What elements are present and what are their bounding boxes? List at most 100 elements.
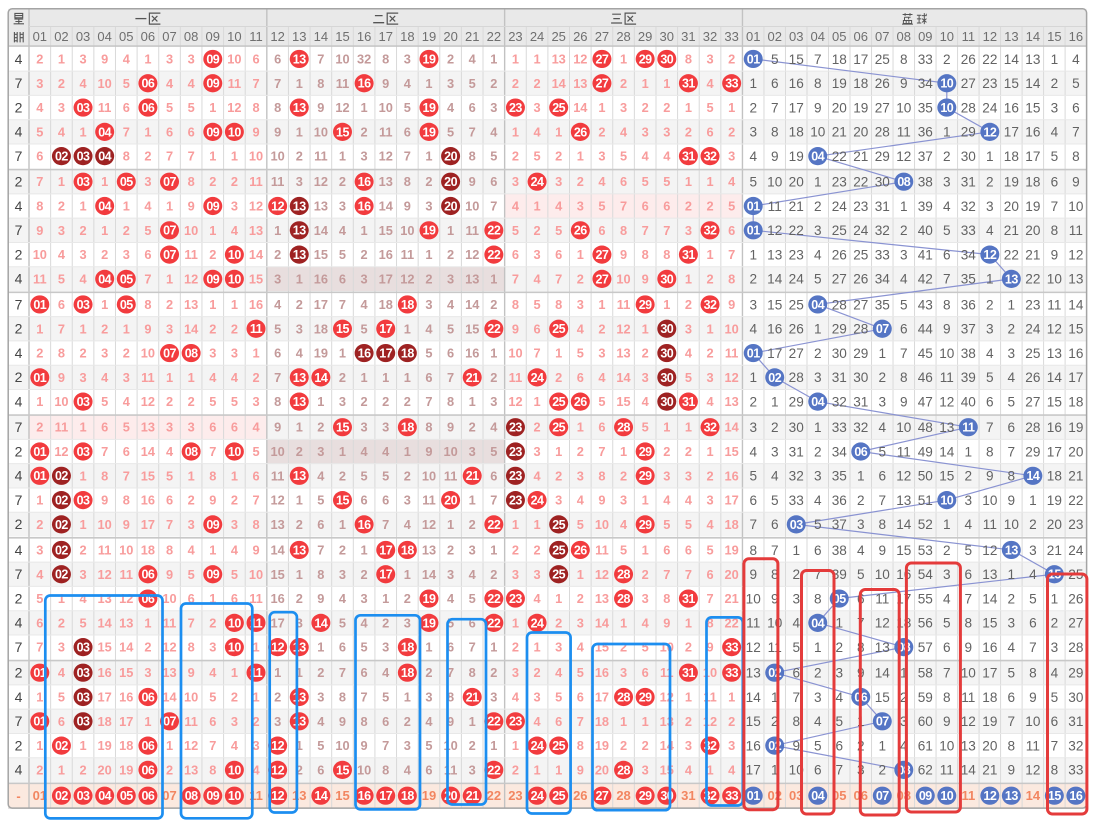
svg-text:17: 17: [1047, 444, 1062, 459]
svg-text:19: 19: [423, 52, 436, 66]
svg-text:18: 18: [401, 298, 414, 312]
svg-text:20: 20: [1068, 444, 1084, 459]
svg-text:10: 10: [940, 77, 953, 91]
svg-text:12: 12: [422, 517, 436, 532]
svg-text:19: 19: [832, 76, 847, 91]
svg-text:13: 13: [162, 665, 176, 680]
svg-text:3: 3: [598, 149, 605, 164]
svg-text:6: 6: [274, 51, 281, 66]
svg-text:1: 1: [490, 738, 497, 753]
svg-text:27: 27: [875, 100, 890, 115]
svg-text:1: 1: [361, 100, 368, 115]
svg-text:02: 02: [54, 29, 68, 44]
svg-text:8: 8: [274, 394, 281, 409]
svg-text:10: 10: [98, 517, 112, 532]
svg-text:22: 22: [1025, 272, 1040, 287]
svg-text:2: 2: [274, 247, 281, 262]
svg-text:8: 8: [339, 690, 346, 705]
svg-text:4: 4: [706, 517, 714, 532]
svg-text:2: 2: [1051, 76, 1059, 91]
svg-text:13: 13: [961, 738, 976, 753]
svg-text:5: 5: [231, 394, 238, 409]
svg-text:3: 3: [339, 567, 346, 582]
svg-text:6: 6: [1051, 714, 1059, 729]
svg-text:4: 4: [1072, 52, 1080, 67]
svg-text:1: 1: [685, 100, 692, 115]
svg-text:3: 3: [36, 76, 43, 91]
svg-text:6: 6: [361, 493, 368, 508]
svg-text:17: 17: [379, 568, 392, 582]
svg-text:25: 25: [875, 52, 890, 67]
svg-text:49: 49: [918, 444, 933, 459]
svg-text:08: 08: [897, 29, 911, 44]
svg-text:25: 25: [832, 223, 847, 238]
svg-text:03: 03: [76, 29, 90, 44]
svg-text:7: 7: [534, 346, 541, 361]
svg-text:1: 1: [404, 444, 411, 459]
svg-text:29: 29: [639, 789, 652, 803]
svg-text:5: 5: [685, 517, 692, 532]
svg-text:3: 3: [425, 199, 432, 214]
svg-text:36: 36: [918, 125, 933, 140]
svg-text:04: 04: [811, 789, 824, 803]
svg-text:11: 11: [1026, 738, 1040, 753]
svg-text:6: 6: [447, 346, 454, 361]
svg-text:09: 09: [206, 77, 219, 91]
svg-text:03: 03: [77, 789, 90, 803]
svg-text:12: 12: [1047, 322, 1062, 337]
svg-text:15: 15: [875, 690, 890, 705]
svg-text:5: 5: [361, 640, 368, 655]
svg-text:5: 5: [620, 149, 627, 164]
svg-text:3: 3: [231, 517, 238, 532]
svg-text:8: 8: [512, 297, 519, 312]
svg-text:23: 23: [509, 469, 522, 483]
svg-text:16: 16: [98, 665, 112, 680]
svg-text:62: 62: [918, 763, 933, 778]
svg-text:7: 7: [382, 738, 389, 753]
svg-text:10: 10: [162, 591, 176, 606]
svg-text:6: 6: [598, 223, 605, 238]
svg-text:17: 17: [379, 543, 392, 557]
svg-text:1: 1: [447, 223, 454, 238]
svg-text:7: 7: [36, 640, 43, 655]
svg-text:3: 3: [1008, 616, 1016, 631]
svg-text:8: 8: [274, 100, 281, 115]
svg-text:2: 2: [620, 640, 627, 655]
svg-text:1: 1: [274, 223, 281, 238]
svg-text:4: 4: [620, 124, 628, 139]
svg-text:5: 5: [317, 493, 324, 508]
svg-text:8: 8: [771, 125, 779, 140]
svg-text:19: 19: [595, 738, 609, 753]
svg-text:3: 3: [728, 149, 735, 164]
svg-text:3: 3: [58, 640, 65, 655]
svg-text:2: 2: [404, 714, 411, 729]
svg-text:12: 12: [616, 321, 630, 336]
svg-text:13: 13: [746, 666, 761, 681]
svg-text:28: 28: [789, 370, 804, 385]
svg-text:6: 6: [382, 493, 389, 508]
svg-text:3: 3: [317, 444, 324, 459]
svg-text:4: 4: [490, 124, 498, 139]
svg-text:11: 11: [725, 346, 739, 361]
svg-text:22: 22: [1004, 247, 1019, 262]
svg-text:30: 30: [660, 322, 673, 336]
svg-text:24: 24: [853, 223, 869, 238]
svg-text:8: 8: [123, 149, 130, 164]
svg-text:7: 7: [144, 271, 151, 286]
svg-text:1: 1: [555, 762, 562, 777]
svg-text:12: 12: [982, 543, 997, 558]
svg-text:2: 2: [512, 149, 519, 164]
svg-text:2: 2: [188, 493, 195, 508]
svg-text:02: 02: [55, 150, 68, 164]
svg-text:4: 4: [685, 762, 693, 777]
svg-text:23: 23: [509, 445, 522, 459]
svg-text:16: 16: [358, 77, 371, 91]
svg-text:26: 26: [573, 29, 587, 44]
svg-text:6: 6: [598, 420, 605, 435]
svg-text:07: 07: [162, 788, 176, 803]
svg-text:24: 24: [531, 494, 544, 508]
svg-text:04: 04: [811, 150, 824, 164]
svg-text:12: 12: [227, 100, 241, 115]
svg-text:10: 10: [228, 763, 241, 777]
svg-text:28: 28: [875, 125, 890, 140]
